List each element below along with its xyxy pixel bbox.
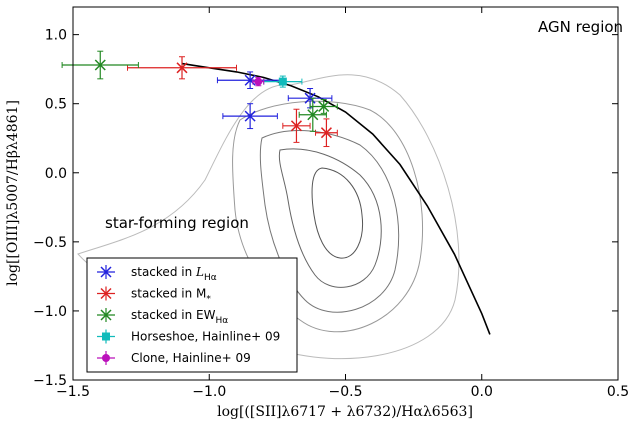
legend-marker [102,354,110,362]
legend-marker [102,332,110,341]
contour-inner [311,167,364,259]
y-tick-label: 0.0 [45,166,67,182]
data-point-marker-b [244,74,256,86]
x-tick-label: −0.5 [329,384,363,400]
x-tick-label: 0.0 [471,384,493,400]
contour-4 [278,148,382,288]
legend-label: stacked in M* [131,287,211,305]
legend-marker-b [100,309,112,321]
contour-3 [259,130,400,313]
legend: stacked in LHα stacked in M* stacked in EW… [86,257,298,373]
y-tick-label: −1.0 [33,304,67,320]
y-tick-label: −1.5 [33,373,67,389]
legend-item: stacked in EWHα [97,308,228,326]
x-tick-label: −1.0 [192,384,226,400]
legend-box [86,257,298,373]
legend-marker-b [100,287,112,300]
data-point-marker-b [307,109,319,121]
y-tick-label: 0.5 [45,97,67,113]
legend-item: Horseshoe, Hainline+ 09 [97,329,280,344]
x-tick-label: 0.5 [607,384,629,400]
legend-label: stacked in EWHα [131,308,228,326]
series-1 [127,56,338,148]
demarcation-line [181,62,491,335]
data-point-marker-b [290,120,302,132]
data-points [61,50,338,148]
legend-item: Clone, Hainline+ 09 [97,351,251,365]
legend-label: Horseshoe, Hainline+ 09 [131,330,280,344]
y-axis-ticks: −1.5 −1.0 −0.5 0.0 0.5 1.0 [33,28,618,389]
x-axis-ticks: −1.5 −1.0 −0.5 0.0 0.5 [56,7,629,400]
x-axis-label: log[([SII]λ6717 + λ6732)/Hαλ6563] [217,404,473,420]
y-tick-label: −0.5 [33,235,67,251]
y-axis-label: log[[OIII]λ5007/Hβλ4861] [5,100,21,286]
series-4 [252,76,265,87]
annotation-star-forming: star-forming region [105,214,249,232]
data-point-marker-b [94,59,106,71]
data-point-marker-b [320,127,332,139]
legend-label: stacked in LHα [131,265,217,283]
data-point-marker [254,77,263,86]
data-point-marker-b [244,110,256,122]
data-point-marker-b [318,100,330,112]
legend-label: Clone, Hainline+ 09 [131,351,251,365]
legend-marker-b [100,266,112,278]
data-point-marker-b [176,62,188,74]
x-tick-label: −1.5 [56,384,90,400]
annotation-agn: AGN region [538,18,623,36]
legend-item: stacked in M* [97,286,211,305]
series-2 [61,50,338,132]
legend-item: stacked in LHα [97,265,217,283]
data-point-marker [278,77,287,86]
contour-2 [232,100,423,333]
y-tick-label: 1.0 [45,28,67,44]
legend-items: stacked in LHα stacked in M* stacked in EW… [97,265,280,365]
